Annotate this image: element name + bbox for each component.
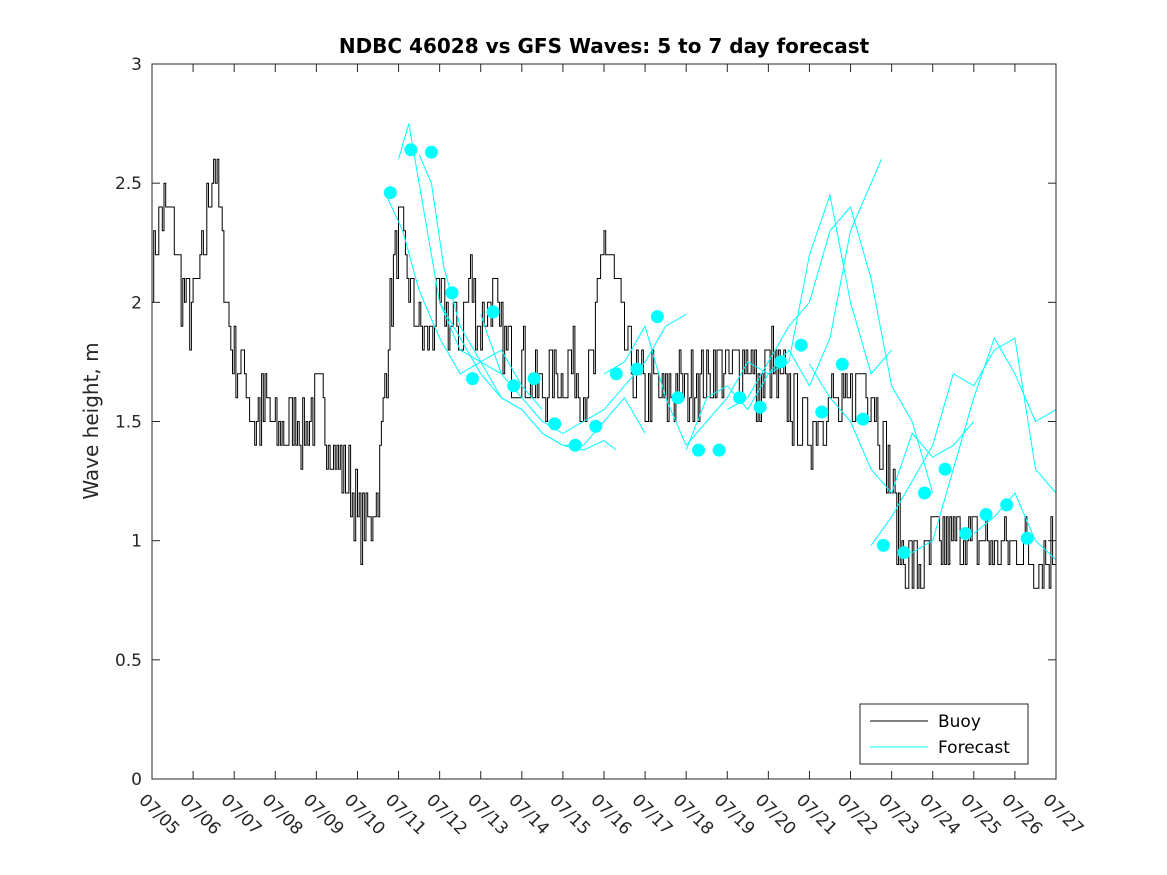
- forecast-line-10: [911, 336, 1057, 554]
- forecast-point: [507, 379, 521, 393]
- legend-box: [859, 703, 1029, 765]
- y-tick-label: 2.5: [115, 174, 142, 194]
- forecast-point: [568, 438, 582, 452]
- forecast-points-group: [383, 143, 1034, 560]
- forecast-point: [774, 355, 788, 369]
- y-axis: 0 0.5 1 1.5 2 2.5 3: [115, 55, 1056, 790]
- forecast-line-6: [685, 193, 892, 451]
- forecast-point: [671, 391, 685, 405]
- forecast-point: [938, 462, 952, 476]
- forecast-line-7: [727, 205, 934, 494]
- forecast-point: [1000, 498, 1014, 512]
- forecast-point: [897, 546, 911, 560]
- buoy-series-group: [152, 158, 1057, 589]
- forecast-point: [918, 486, 931, 500]
- y-tick-label: 1.5: [115, 413, 142, 433]
- y-axis-label: Wave height, m: [79, 342, 103, 499]
- forecast-point: [486, 305, 500, 319]
- forecast-point: [466, 372, 479, 386]
- forecast-line-3: [439, 302, 646, 446]
- forecast-point: [404, 143, 418, 157]
- chart-title: NDBC 46028 vs GFS Waves: 5 to 7 day fore…: [339, 34, 870, 58]
- y-tick-label: 2: [131, 293, 142, 313]
- forecast-point: [753, 400, 767, 414]
- y-tick-label: 0: [131, 770, 142, 790]
- forecast-point: [692, 443, 705, 457]
- forecast-point: [856, 412, 870, 426]
- buoy-line: [152, 158, 1057, 589]
- forecast-point: [445, 286, 459, 300]
- forecast-line-9: [870, 337, 1057, 546]
- y-tick-label: 1: [131, 532, 142, 552]
- legend: Buoy Forecast: [859, 703, 1029, 765]
- forecast-point: [733, 391, 747, 405]
- forecast-point: [589, 419, 603, 433]
- forecast-point: [609, 367, 623, 381]
- forecast-point: [979, 508, 993, 521]
- y-tick-label: 0.5: [115, 651, 142, 671]
- forecast-point: [527, 372, 541, 386]
- forecast-point: [959, 527, 973, 540]
- forecast-point: [548, 417, 562, 431]
- forecast-point: [815, 405, 829, 419]
- legend-label-buoy: Buoy: [938, 712, 981, 732]
- forecast-point: [383, 186, 397, 200]
- forecast-point: [1020, 531, 1034, 545]
- legend-label-forecast: Forecast: [938, 738, 1010, 758]
- forecast-line-11: [973, 492, 1057, 561]
- forecast-line-8: [809, 364, 975, 494]
- forecast-point: [876, 538, 890, 552]
- forecast-point: [794, 338, 808, 352]
- y-tick-label: 3: [131, 55, 142, 75]
- forecast-point: [712, 443, 726, 457]
- forecast-point: [424, 145, 438, 159]
- forecast-point: [630, 362, 644, 376]
- forecast-point: [835, 357, 849, 371]
- forecast-point: [650, 310, 664, 324]
